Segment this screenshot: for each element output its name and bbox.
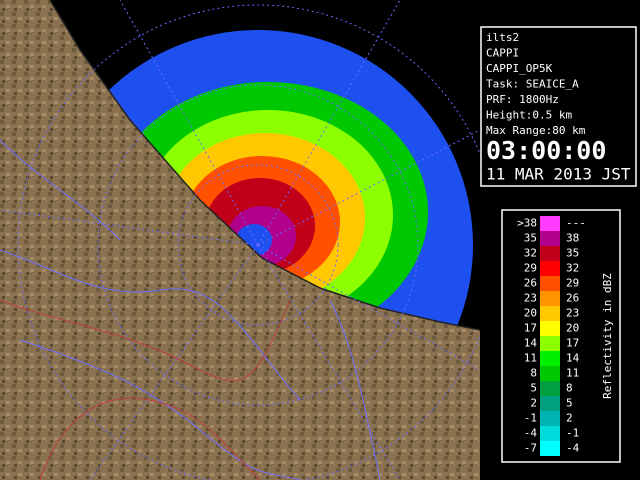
legend-high: 38	[566, 232, 579, 245]
legend-low: 8	[530, 367, 537, 380]
legend-high: -4	[566, 442, 580, 455]
legend-high: 35	[566, 247, 579, 260]
coastline	[49, 0, 480, 331]
range-rings	[0, 0, 480, 480]
legend-swatch	[540, 336, 560, 351]
info-text: ilts2 CAPPI CAPPI_OP5K Task: SEAICE_A PRF: 1…	[486, 31, 586, 137]
legend-high: 26	[566, 292, 579, 305]
legend-swatch	[540, 426, 560, 441]
legend-high: 32	[566, 262, 579, 275]
rivers-borders	[0, 139, 381, 480]
legend-title: Reflectivity in dBZ	[601, 273, 614, 399]
legend-high: 11	[566, 367, 579, 380]
legend-swatch	[540, 321, 560, 336]
legend-low: 32	[524, 247, 537, 260]
legend-low: 14	[524, 337, 538, 350]
legend-low: 2	[530, 397, 537, 410]
info-line: CAPPI_OP5K	[486, 62, 553, 75]
legend-high: 8	[566, 382, 573, 395]
legend-low: 17	[524, 322, 537, 335]
legend-swatch	[540, 291, 560, 306]
legend-swatch	[540, 246, 560, 261]
info-line: Height:0.5 km	[486, 109, 572, 122]
legend-swatch	[540, 306, 560, 321]
legend-low: 20	[524, 307, 537, 320]
legend-low: -7	[524, 442, 537, 455]
legend-high: -1	[566, 427, 579, 440]
legend-low: 5	[530, 382, 537, 395]
legend-high: 20	[566, 322, 579, 335]
legend-low: -4	[524, 427, 538, 440]
radar-map	[0, 0, 480, 480]
legend-high: 14	[566, 352, 580, 365]
legend-low: 26	[524, 277, 537, 290]
legend-box	[501, 209, 621, 463]
legend-high: 29	[566, 277, 579, 290]
legend-low: 23	[524, 292, 537, 305]
legend-low: 29	[524, 262, 537, 275]
info-line: Max Range:80 km	[486, 124, 586, 137]
legend-swatch	[540, 351, 560, 366]
legend-swatch	[540, 261, 560, 276]
date: 11 MAR 2013 JST	[486, 165, 631, 184]
legend-high: 17	[566, 337, 579, 350]
legend-swatch	[540, 411, 560, 426]
info-line: PRF: 1800Hz	[486, 93, 559, 106]
legend-swatch	[540, 216, 560, 231]
legend-swatch	[540, 381, 560, 396]
legend-high: ---	[566, 217, 586, 230]
legend-rows: >38 --- 35 38 32 35 29 32 26 29 23 26 20 23 17 20 14 17 11…	[517, 216, 586, 456]
legend-high: 23	[566, 307, 579, 320]
legend-swatch	[540, 441, 560, 456]
legend-high: 2	[566, 412, 573, 425]
legend-low: 35	[524, 232, 537, 245]
legend-high: 5	[566, 397, 573, 410]
info-line: Task: SEAICE_A	[486, 78, 579, 91]
legend-low: -1	[524, 412, 537, 425]
time: 03:00:00	[486, 136, 606, 165]
info-line: ilts2	[486, 31, 519, 44]
legend-swatch	[540, 366, 560, 381]
legend-swatch	[540, 276, 560, 291]
info-line: CAPPI	[486, 47, 519, 60]
legend-swatch	[540, 396, 560, 411]
legend-swatch	[540, 231, 560, 246]
legend-low: >38	[517, 217, 537, 230]
info-box	[480, 26, 637, 187]
legend-low: 11	[524, 352, 537, 365]
